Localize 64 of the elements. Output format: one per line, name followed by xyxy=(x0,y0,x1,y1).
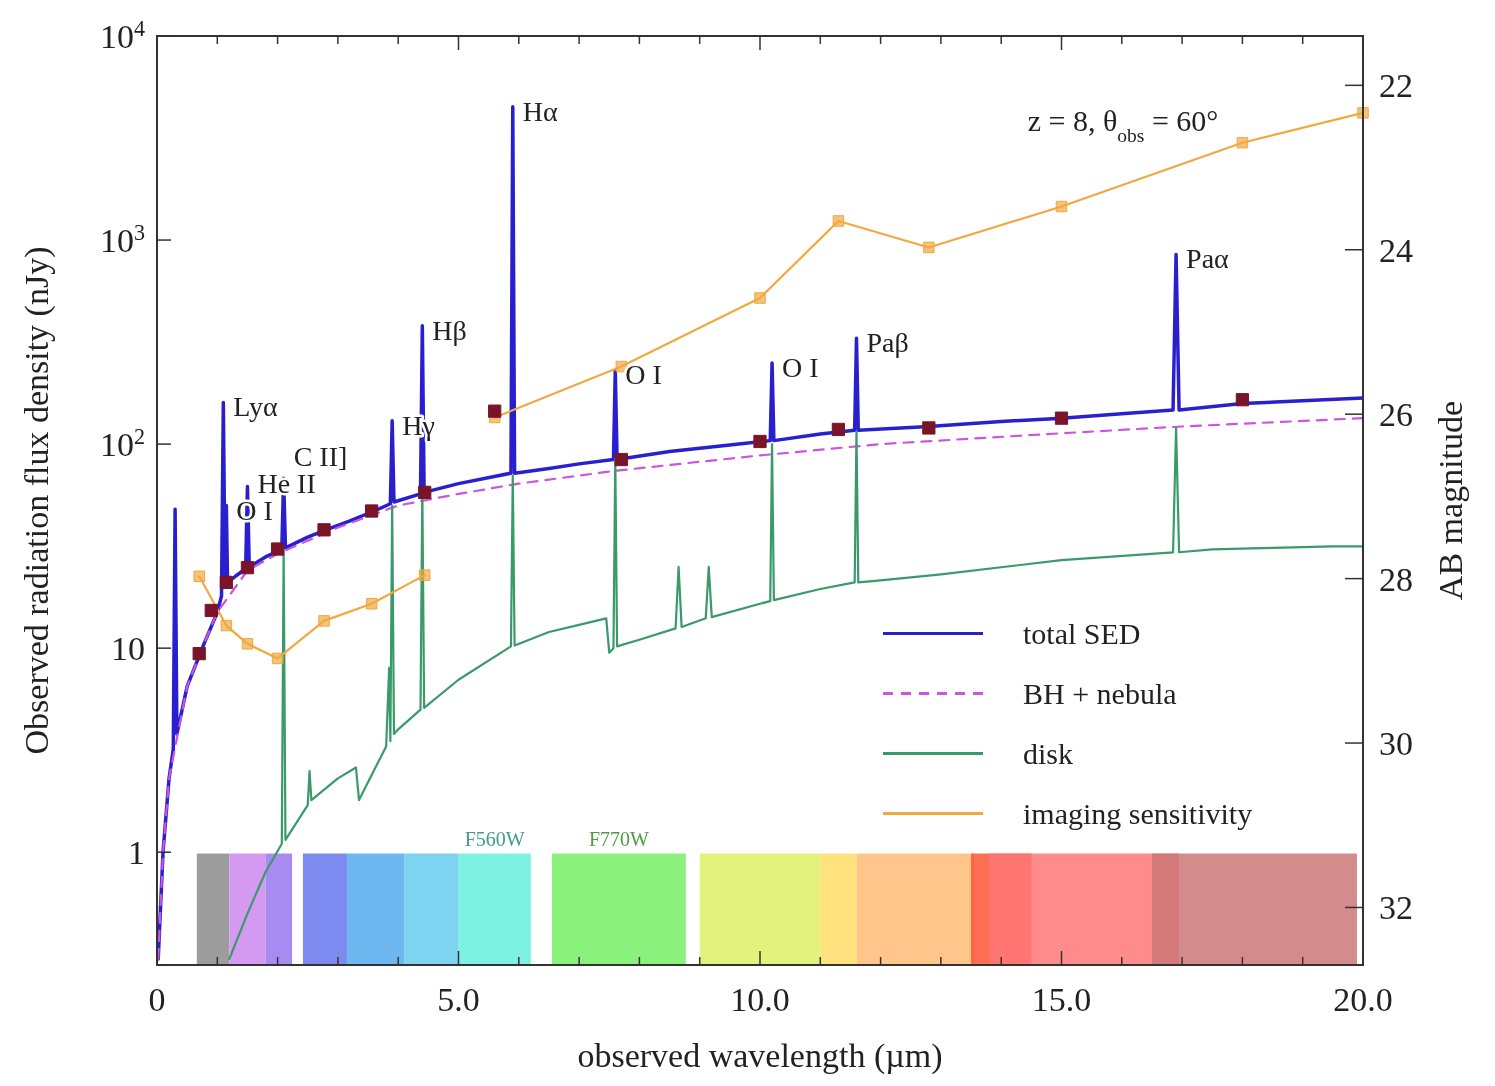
legend-label: total SED xyxy=(1023,616,1141,650)
y-tick-label: 10 xyxy=(111,630,145,668)
legend-label: BH + nebula xyxy=(1023,676,1177,710)
point xyxy=(831,422,846,437)
y-tick-label: 10$^{3}$ xyxy=(99,219,145,260)
y-axis-title: Observed radiation flux density (nJy) xyxy=(18,246,56,755)
line-series xyxy=(157,105,1363,961)
y2-tick-label: 30 xyxy=(1379,725,1413,763)
y-tick-label: 1 xyxy=(128,834,145,872)
band-label: F560W xyxy=(464,827,525,850)
point xyxy=(271,652,284,665)
point xyxy=(318,615,330,627)
point xyxy=(193,570,205,583)
point xyxy=(1055,200,1068,213)
y2-tick-label: 24 xyxy=(1379,231,1413,269)
annotation: Hβ xyxy=(432,314,467,346)
point xyxy=(317,523,331,537)
point xyxy=(1054,411,1069,425)
point xyxy=(365,598,378,610)
point xyxy=(192,647,206,661)
point xyxy=(270,542,285,556)
point xyxy=(923,241,935,254)
x-tick-label: 5.0 xyxy=(437,981,480,1018)
point xyxy=(1236,136,1249,149)
point xyxy=(418,485,432,499)
point xyxy=(1235,393,1250,407)
band-label: F770W xyxy=(588,827,650,850)
y2-tick-label: 28 xyxy=(1379,560,1413,598)
y2-tick-label: 32 xyxy=(1379,889,1413,927)
point xyxy=(365,504,379,518)
y2-tick-label: 26 xyxy=(1379,396,1413,434)
legend-label: disk xyxy=(1023,736,1074,770)
point xyxy=(241,638,254,650)
annotation: Paα xyxy=(1186,243,1230,275)
y2-tick-label: 22 xyxy=(1379,67,1413,105)
point xyxy=(240,561,255,575)
point xyxy=(219,575,233,590)
point xyxy=(418,569,431,581)
annotation: C II] xyxy=(293,440,348,472)
annotation: Hα xyxy=(522,95,558,127)
annotation: O I xyxy=(625,359,662,391)
y2-axis-title: AB magnitude xyxy=(1432,400,1469,601)
annotation: O I xyxy=(782,351,819,383)
x-tick-label: 0 xyxy=(148,981,166,1018)
x-tick-label: 20.0 xyxy=(1333,981,1393,1018)
point xyxy=(614,452,628,467)
point xyxy=(204,603,218,618)
y-tick-label: 10$^{2}$ xyxy=(99,423,145,464)
point xyxy=(922,421,936,435)
annotation: Lyα xyxy=(233,391,278,423)
legend-label: imaging sensitivity xyxy=(1023,796,1253,830)
point xyxy=(615,360,628,373)
point xyxy=(832,215,845,227)
point xyxy=(753,434,767,449)
annotation: Paβ xyxy=(866,327,909,359)
point xyxy=(220,619,233,632)
x-tick-label: 15.0 xyxy=(1031,981,1092,1018)
point xyxy=(1357,107,1369,119)
x-axis-title: observed wavelength (µm) xyxy=(577,1037,943,1075)
point xyxy=(488,404,502,418)
point xyxy=(754,292,766,304)
x-tick-label: 10.0 xyxy=(730,981,790,1018)
annotation: z = 8, θ$_{obs}$ = 60° xyxy=(1027,104,1219,146)
y-tick-label: 10$^{4}$ xyxy=(99,15,145,55)
